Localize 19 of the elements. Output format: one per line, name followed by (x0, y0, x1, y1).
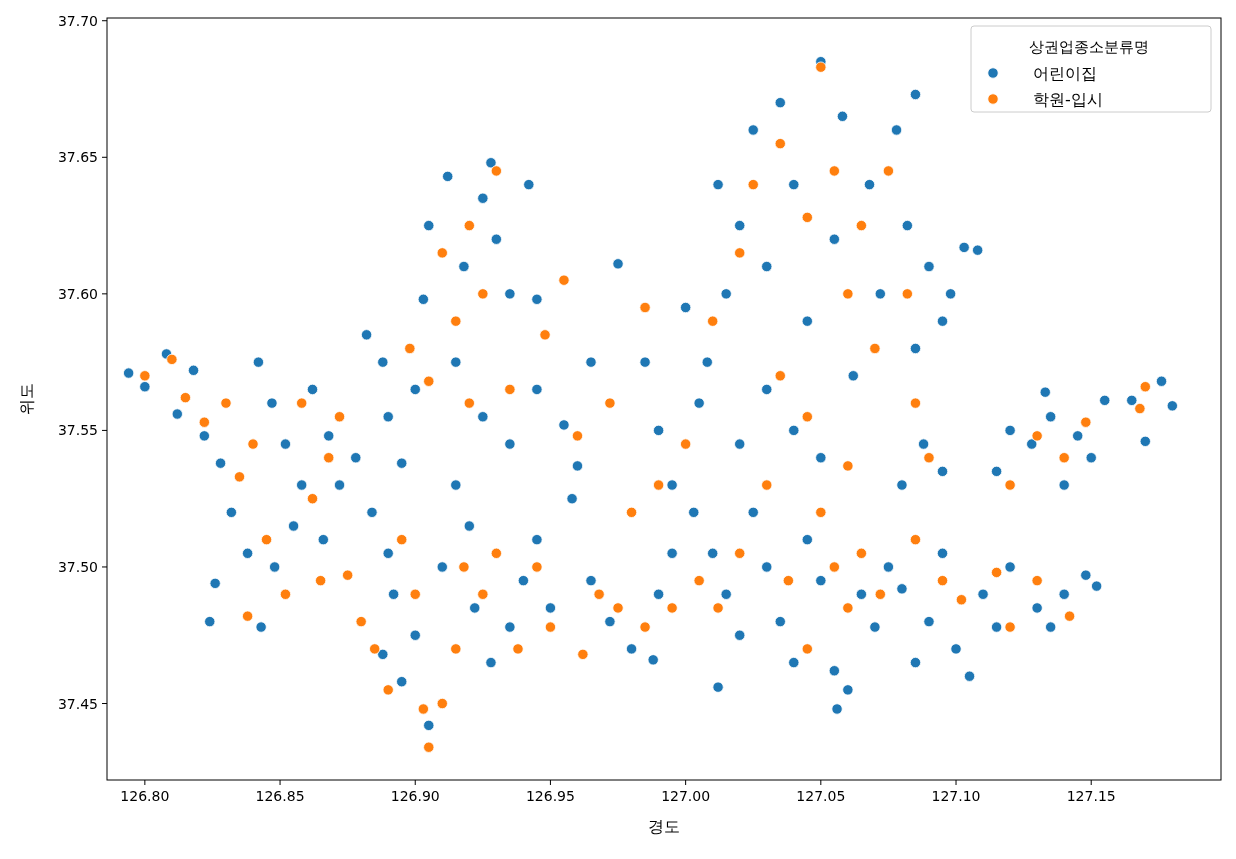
legend-title: 상권업종소분류명 (1029, 38, 1149, 56)
y-tick-label: 37.70 (57, 12, 98, 29)
y-tick-label: 37.50 (57, 558, 98, 575)
y-tick-label: 37.45 (57, 695, 98, 712)
x-tick-label: 127.15 (1066, 788, 1116, 804)
x-tick-label: 126.80 (120, 788, 170, 804)
x-tick-label: 126.95 (525, 788, 575, 804)
x-tick-label: 126.90 (390, 788, 440, 804)
x-tick-label: 127.10 (931, 788, 981, 804)
y-tick-label: 37.60 (57, 285, 98, 302)
legend-label: 학원-입시 (1033, 90, 1103, 109)
y-axis-title: 위도 (17, 383, 36, 415)
x-axis-title: 경도 (648, 817, 680, 836)
y-tick-label: 37.65 (57, 149, 98, 166)
x-tick-label: 127.00 (661, 788, 711, 804)
x-tick-label: 126.85 (255, 788, 305, 804)
x-tick-label: 127.05 (796, 788, 846, 804)
y-tick-label: 37.55 (57, 422, 98, 439)
legend-label: 어린이집 (1033, 64, 1097, 83)
